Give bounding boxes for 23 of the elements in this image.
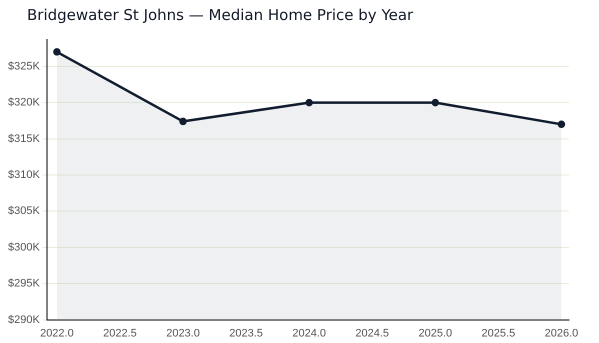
x-tick-label: 2023.0 bbox=[166, 327, 200, 340]
y-tick-label: $295K bbox=[8, 278, 40, 290]
x-tick-label: 2024.5 bbox=[355, 327, 390, 340]
y-tick-label: $320K bbox=[8, 96, 40, 109]
y-tick-label: $290K bbox=[8, 314, 40, 326]
x-tick-label: 2025.5 bbox=[482, 327, 516, 340]
y-tick-label: $300K bbox=[8, 241, 40, 254]
x-tick-label: 2024.0 bbox=[292, 327, 326, 340]
x-tick-label: 2026.0 bbox=[544, 327, 578, 340]
y-tick-label: $305K bbox=[8, 205, 40, 218]
point bbox=[432, 98, 440, 106]
y-tick-label: $325K bbox=[8, 60, 40, 72]
y-tick-label: $310K bbox=[8, 169, 40, 182]
point bbox=[558, 120, 566, 128]
point bbox=[53, 48, 61, 56]
point bbox=[305, 98, 313, 106]
x-tick-label: 2022.5 bbox=[103, 327, 137, 340]
x-tick-label: 2025.0 bbox=[418, 327, 452, 340]
x-tick-label: 2023.5 bbox=[229, 327, 263, 340]
chart-title: Bridgewater St Johns — Median Home Price by Year bbox=[27, 6, 414, 24]
point bbox=[179, 118, 187, 126]
x-tick-label: 2022.0 bbox=[40, 327, 74, 340]
y-tick-label: $315K bbox=[8, 132, 40, 145]
